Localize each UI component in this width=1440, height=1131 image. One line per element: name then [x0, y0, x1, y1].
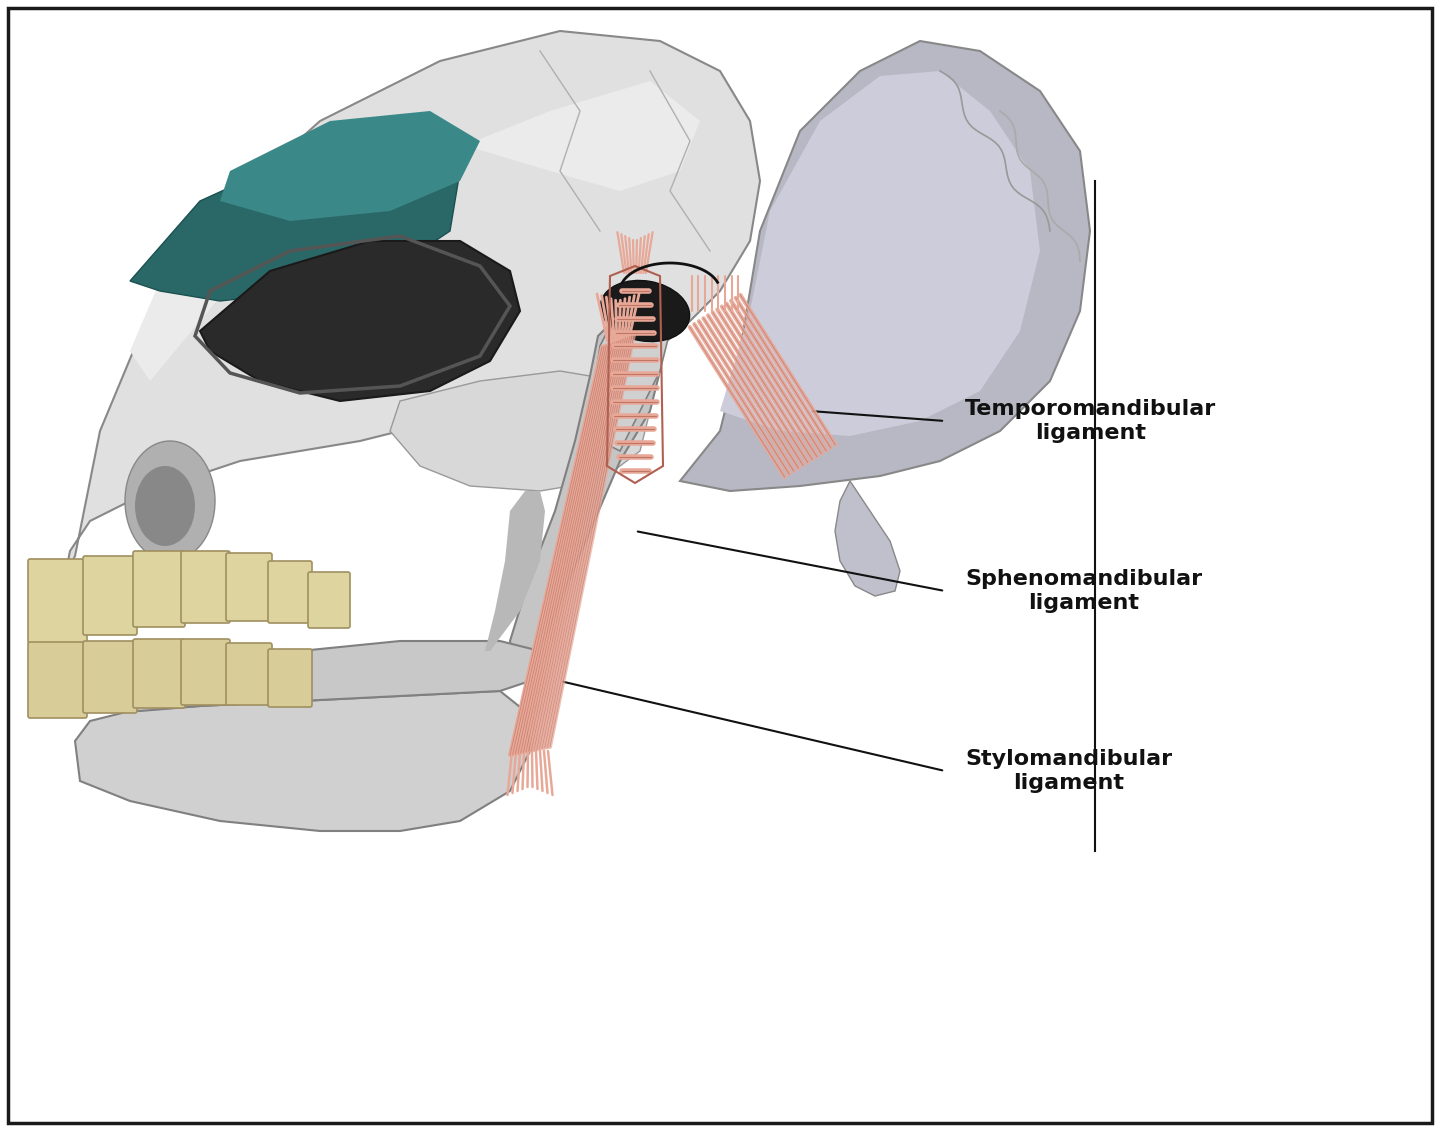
- Polygon shape: [680, 41, 1090, 491]
- FancyBboxPatch shape: [226, 553, 272, 621]
- FancyBboxPatch shape: [181, 551, 230, 623]
- Ellipse shape: [125, 441, 215, 561]
- Ellipse shape: [135, 466, 194, 546]
- FancyBboxPatch shape: [308, 572, 350, 628]
- FancyBboxPatch shape: [268, 561, 312, 623]
- FancyBboxPatch shape: [268, 649, 312, 707]
- Text: Stylomandibular
ligament: Stylomandibular ligament: [965, 750, 1172, 793]
- Polygon shape: [130, 81, 700, 381]
- Polygon shape: [595, 307, 670, 451]
- FancyBboxPatch shape: [27, 642, 86, 718]
- Text: Sphenomandibular
ligament: Sphenomandibular ligament: [965, 569, 1202, 613]
- FancyBboxPatch shape: [84, 641, 137, 713]
- Polygon shape: [485, 491, 544, 651]
- FancyBboxPatch shape: [132, 639, 184, 708]
- FancyBboxPatch shape: [84, 556, 137, 634]
- Polygon shape: [200, 241, 520, 402]
- Text: Temporomandibular
ligament: Temporomandibular ligament: [965, 399, 1217, 442]
- Polygon shape: [75, 691, 530, 831]
- FancyBboxPatch shape: [132, 551, 184, 627]
- Polygon shape: [130, 141, 459, 301]
- Ellipse shape: [600, 280, 690, 342]
- FancyBboxPatch shape: [181, 639, 230, 705]
- Polygon shape: [390, 371, 649, 491]
- Polygon shape: [220, 111, 480, 221]
- Polygon shape: [835, 481, 900, 596]
- FancyBboxPatch shape: [226, 644, 272, 705]
- Polygon shape: [510, 316, 660, 681]
- Polygon shape: [65, 31, 760, 576]
- FancyBboxPatch shape: [27, 559, 86, 644]
- Polygon shape: [720, 71, 1040, 435]
- Polygon shape: [81, 641, 540, 711]
